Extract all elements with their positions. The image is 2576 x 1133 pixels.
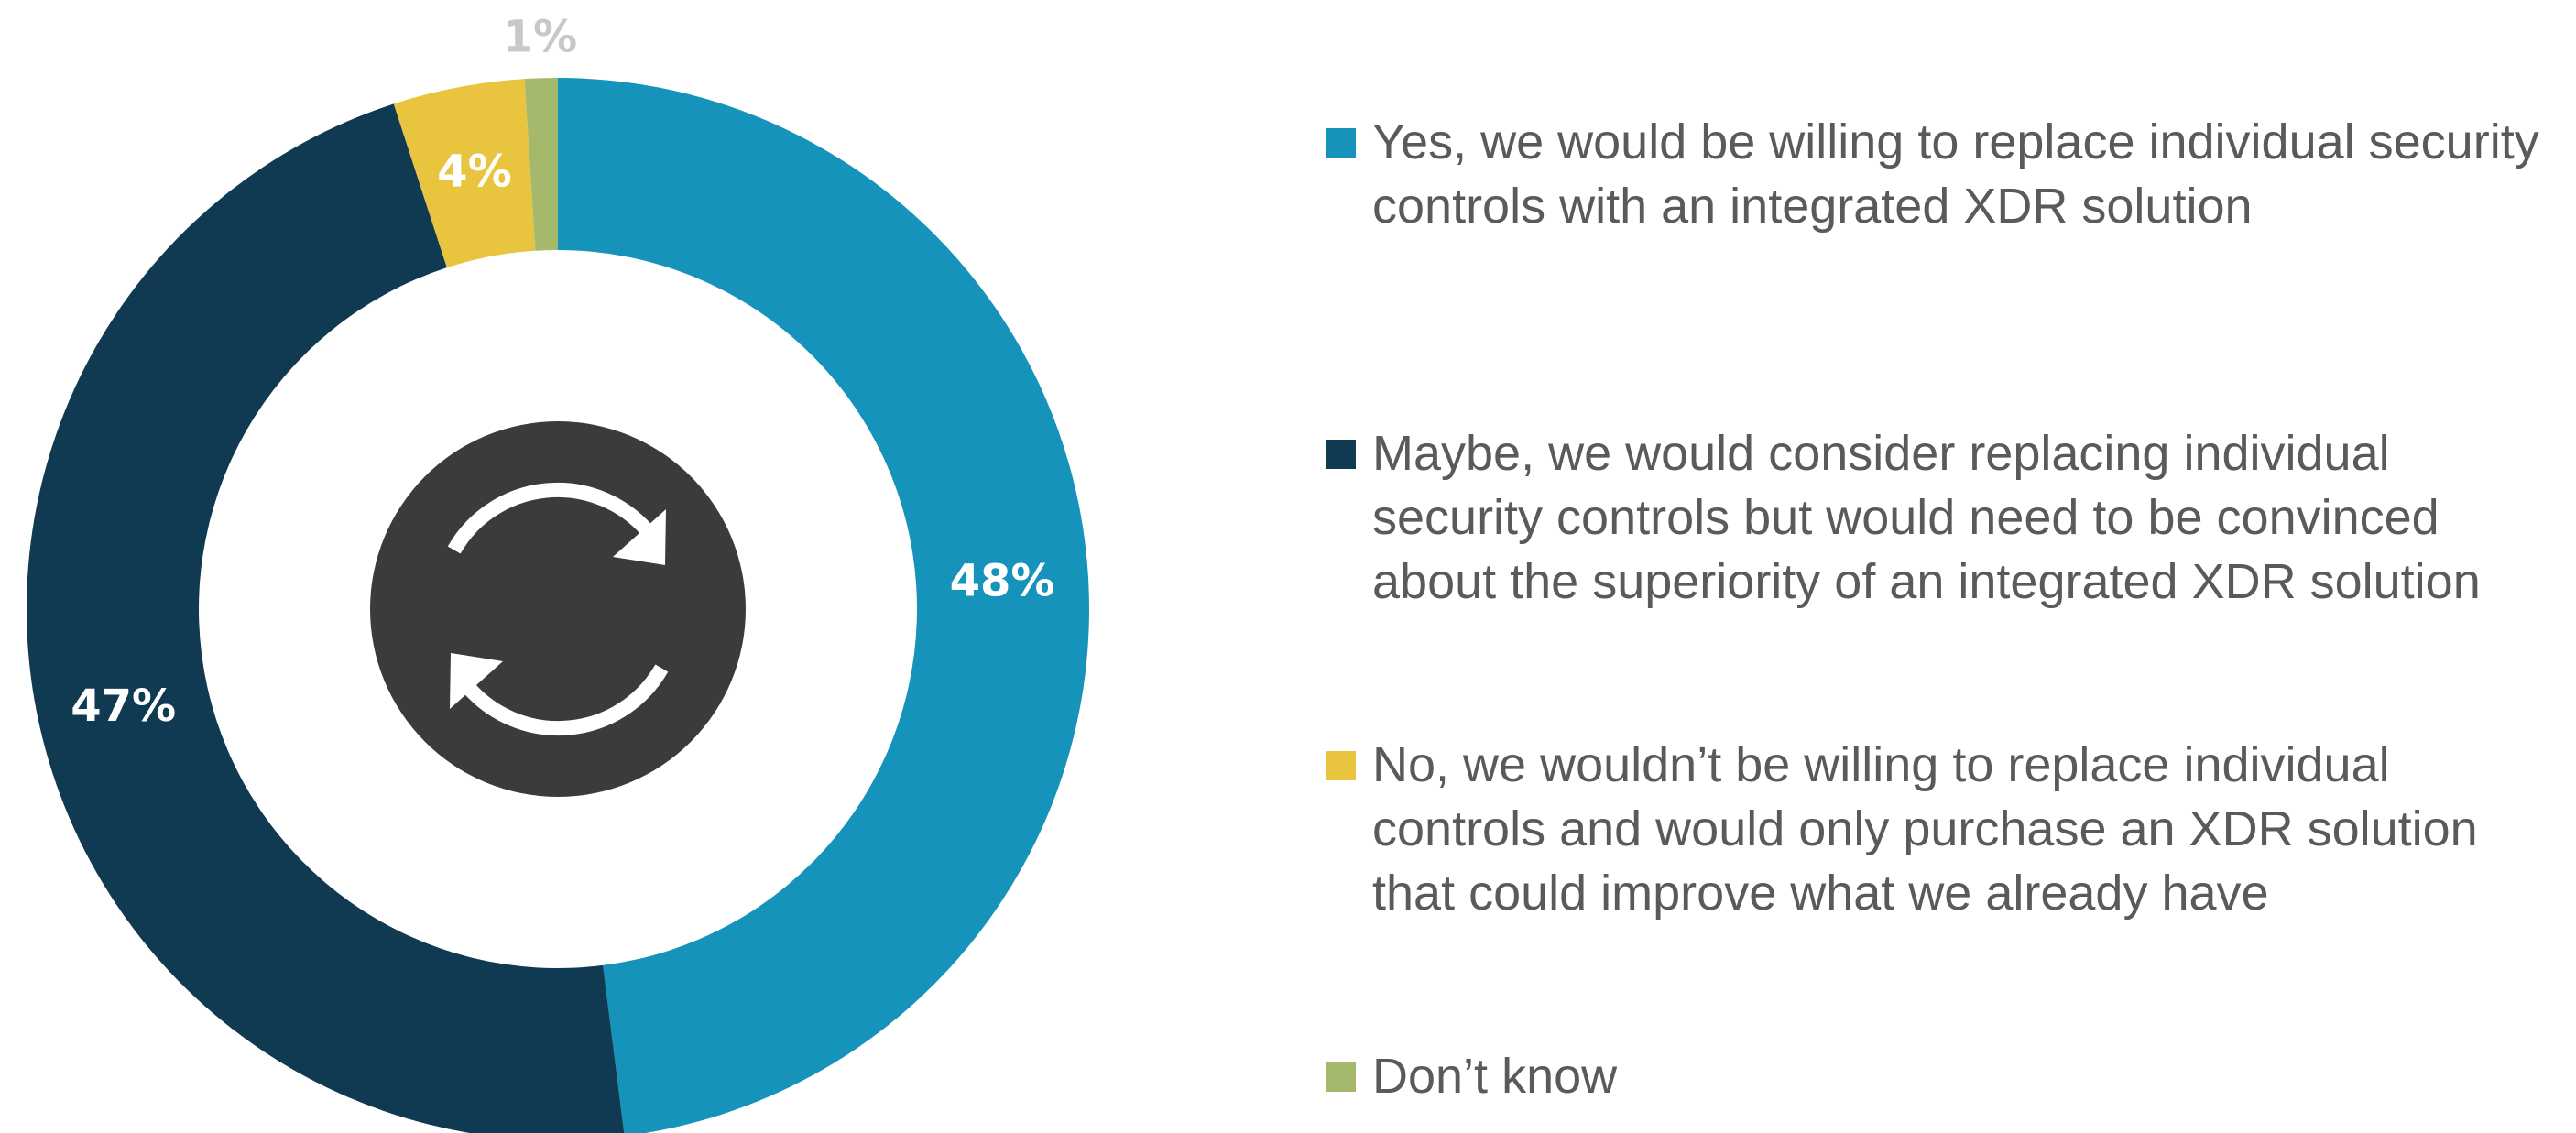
donut-chart: 48% 47% 4% 1%	[27, 11, 1090, 1133]
donut-slice-maybe	[27, 103, 625, 1133]
legend-item-no: No, we wouldn’t be willing to replace in…	[1326, 733, 2554, 925]
refresh-cycle-icon	[370, 421, 746, 797]
donut-slice-yes	[558, 78, 1090, 1133]
legend-label-no: No, we wouldn’t be willing to replace in…	[1372, 737, 2478, 921]
legend-item-dont-know: Don’t know	[1326, 1044, 2554, 1108]
slice-value-label-yes: 48%	[950, 555, 1055, 606]
legend-item-maybe: Maybe, we would consider replacing indiv…	[1326, 421, 2554, 614]
donut-slice-dont-know	[524, 78, 558, 251]
legend-swatch-maybe	[1326, 440, 1356, 469]
donut-slice-no	[393, 79, 536, 268]
legend-swatch-no	[1326, 751, 1356, 780]
legend-label-maybe: Maybe, we would consider replacing indiv…	[1372, 426, 2481, 609]
legend-swatch-dont-know	[1326, 1062, 1356, 1092]
legend-label-yes: Yes, we would be willing to replace indi…	[1372, 114, 2539, 234]
legend-item-yes: Yes, we would be willing to replace indi…	[1326, 110, 2554, 238]
legend-label-dont-know: Don’t know	[1372, 1049, 1618, 1104]
slice-value-label-maybe: 47%	[71, 681, 176, 732]
slice-value-label-no: 4%	[437, 147, 512, 198]
slice-value-label-dont-know: 1%	[503, 11, 578, 62]
legend-swatch-yes	[1326, 128, 1356, 158]
